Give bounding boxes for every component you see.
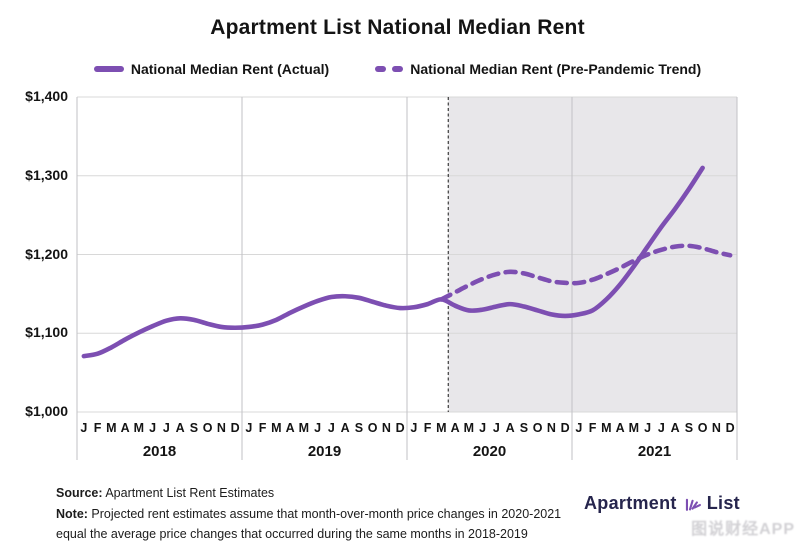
month-label: S (519, 421, 529, 435)
y-tick-label: $1,000 (25, 403, 68, 419)
month-label: M (436, 421, 447, 435)
note-line-2: equal the average price changes that occ… (56, 524, 561, 545)
month-label: A (615, 421, 625, 435)
month-label: J (575, 421, 583, 435)
source-line: Source: Apartment List Rent Estimates (56, 483, 561, 504)
month-label: N (546, 421, 556, 435)
month-label: F (258, 421, 267, 435)
month-label: D (230, 421, 240, 435)
year-label: 2021 (637, 443, 672, 460)
note-text-1: Projected rent estimates assume that mon… (87, 506, 562, 521)
month-label: M (601, 421, 612, 435)
month-label: S (684, 421, 694, 435)
month-label: J (492, 421, 500, 435)
month-label: N (381, 421, 391, 435)
month-label: A (285, 421, 295, 435)
month-label: M (298, 421, 310, 435)
plot-area (76, 96, 738, 460)
month-label: A (505, 421, 515, 435)
month-label: M (271, 421, 282, 435)
month-label: F (93, 421, 102, 435)
month-label: M (628, 421, 640, 435)
y-tick-label: $1,300 (25, 166, 68, 183)
month-label: O (697, 421, 708, 435)
watermark: 图说财经APP (691, 521, 795, 538)
note-text-2: equal the average price changes that occ… (56, 527, 528, 541)
legend-label-trend: National Median Rent (Pre-Pandemic Trend… (410, 61, 702, 77)
footnote: Source: Apartment List Rent Estimates No… (56, 483, 561, 545)
month-label: N (711, 421, 721, 435)
month-label: J (657, 421, 665, 435)
month-label: M (463, 421, 475, 435)
year-label: 2018 (142, 443, 177, 460)
y-tick-label: $1,400 (25, 88, 68, 104)
month-label: O (532, 421, 543, 435)
month-label: J (80, 421, 88, 435)
month-label: S (354, 421, 364, 435)
source-label: Source: (56, 486, 103, 500)
month-label: M (133, 421, 145, 435)
month-label: J (644, 421, 652, 435)
actual-line-series (81, 165, 705, 359)
solid-line-swatch (93, 66, 124, 72)
month-label: A (670, 421, 680, 435)
apartment-list-logo: Apartment List (584, 492, 740, 514)
month-label: J (149, 421, 157, 435)
year-label: 2020 (472, 443, 507, 460)
chart-title: Apartment List National Median Rent (210, 16, 585, 39)
note-label: Note: (56, 506, 88, 521)
month-label: J (327, 421, 335, 435)
month-label: D (725, 421, 735, 435)
month-label: A (340, 421, 350, 435)
month-label: D (395, 421, 405, 435)
source-text: Apartment List Rent Estimates (102, 486, 275, 500)
year-label: 2019 (307, 443, 342, 460)
month-label: A (450, 421, 460, 435)
logo-text-left: Apartment (584, 492, 677, 513)
apartment-list-fan-icon (685, 498, 701, 511)
logo-text-right: List (706, 492, 740, 513)
month-label: N (216, 421, 226, 435)
month-label: A (175, 421, 185, 435)
month-label: J (410, 421, 418, 435)
month-label: F (423, 421, 432, 435)
month-label: A (120, 421, 130, 435)
month-label: S (189, 421, 199, 435)
month-label: O (367, 421, 378, 435)
month-label: J (162, 421, 170, 435)
note-line-1: Note: Projected rent estimates assume th… (56, 504, 561, 525)
legend-label-actual: National Median Rent (Actual) (130, 61, 330, 77)
dashed-line-swatch (375, 66, 404, 72)
month-label: D (560, 421, 570, 435)
y-tick-label: $1,200 (25, 245, 68, 262)
y-tick-label: $1,100 (25, 324, 68, 341)
month-label: M (106, 421, 117, 435)
month-label: F (588, 421, 597, 435)
legend-item-actual: National Median Rent (Actual) (93, 61, 330, 77)
legend-item-trend: National Median Rent (Pre-Pandemic Trend… (375, 61, 701, 77)
month-label: J (245, 421, 253, 435)
month-label: J (314, 421, 322, 435)
month-label: J (479, 421, 487, 435)
month-label: O (202, 421, 213, 435)
trend-line-series (439, 243, 733, 302)
legend: National Median Rent (Actual) National M… (0, 61, 795, 77)
